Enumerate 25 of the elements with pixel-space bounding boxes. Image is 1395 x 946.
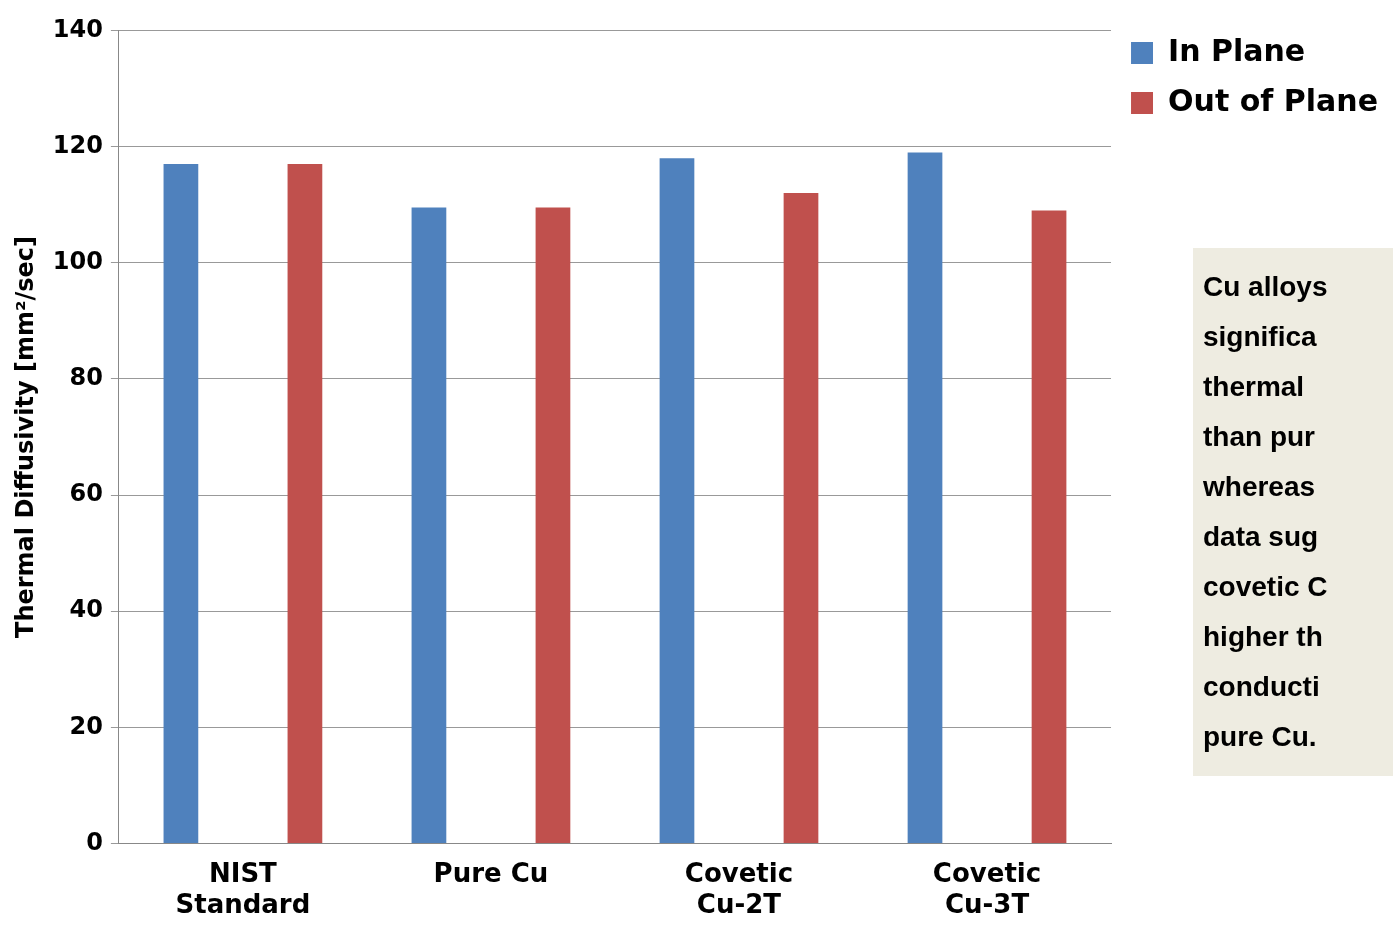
text: Cu alloys (1203, 270, 1329, 304)
text: whereas (1203, 470, 1317, 504)
y-tick-label: 0 (86, 827, 103, 856)
text: pure Cu. (1203, 720, 1318, 754)
x-tick-label: Covetic Cu-3T (932, 857, 1042, 920)
x-tick-label: Covetic Cu-2T (684, 857, 794, 920)
x-tick-label: NIST Standard (175, 857, 311, 920)
y-tick-label: 120 (52, 130, 103, 159)
x-tick-label: Pure Cu (433, 857, 549, 888)
text: covetic C (1203, 570, 1329, 604)
y-tick-label: 80 (69, 363, 103, 392)
text: higher th (1203, 620, 1324, 654)
text: conducti (1203, 670, 1321, 704)
y-tick-label: 20 (69, 711, 103, 740)
y-tick-label: 140 (52, 14, 103, 43)
legend-label: In Plane (1168, 32, 1306, 68)
y-axis-title: Thermal Diffusivity [mm²/sec] (10, 236, 39, 638)
text: thermal (1203, 370, 1306, 404)
text: significa (1203, 320, 1318, 354)
y-tick-label: 60 (69, 479, 103, 508)
text: data sug (1203, 520, 1320, 554)
text: than pur (1203, 420, 1316, 454)
y-tick-label: 100 (52, 246, 103, 275)
legend-label: Out of Plane (1168, 82, 1379, 118)
y-tick-label: 40 (69, 595, 103, 624)
